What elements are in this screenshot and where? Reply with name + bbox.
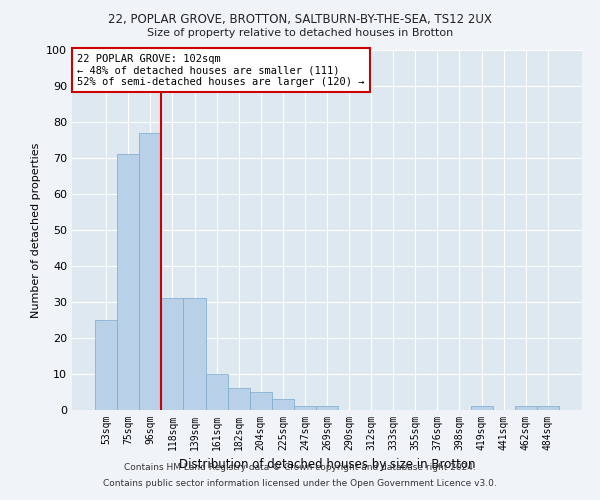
Text: Contains HM Land Registry data © Crown copyright and database right 2024.: Contains HM Land Registry data © Crown c…	[124, 464, 476, 472]
Bar	[206, 374, 227, 410]
X-axis label: Distribution of detached houses by size in Brotton: Distribution of detached houses by size …	[179, 458, 475, 471]
Y-axis label: Number of detached properties: Number of detached properties	[31, 142, 41, 318]
Bar	[515, 406, 537, 410]
Text: Size of property relative to detached houses in Brotton: Size of property relative to detached ho…	[147, 28, 453, 38]
Bar	[470, 406, 493, 410]
Bar	[95, 320, 117, 410]
Text: 22 POPLAR GROVE: 102sqm
← 48% of detached houses are smaller (111)
52% of semi-d: 22 POPLAR GROVE: 102sqm ← 48% of detache…	[77, 54, 365, 87]
Bar	[294, 406, 316, 410]
Bar	[184, 298, 206, 410]
Bar	[161, 298, 184, 410]
Text: 22, POPLAR GROVE, BROTTON, SALTBURN-BY-THE-SEA, TS12 2UX: 22, POPLAR GROVE, BROTTON, SALTBURN-BY-T…	[108, 12, 492, 26]
Bar	[227, 388, 250, 410]
Bar	[537, 406, 559, 410]
Bar	[316, 406, 338, 410]
Text: Contains public sector information licensed under the Open Government Licence v3: Contains public sector information licen…	[103, 478, 497, 488]
Bar	[139, 133, 161, 410]
Bar	[272, 399, 294, 410]
Bar	[117, 154, 139, 410]
Bar	[250, 392, 272, 410]
